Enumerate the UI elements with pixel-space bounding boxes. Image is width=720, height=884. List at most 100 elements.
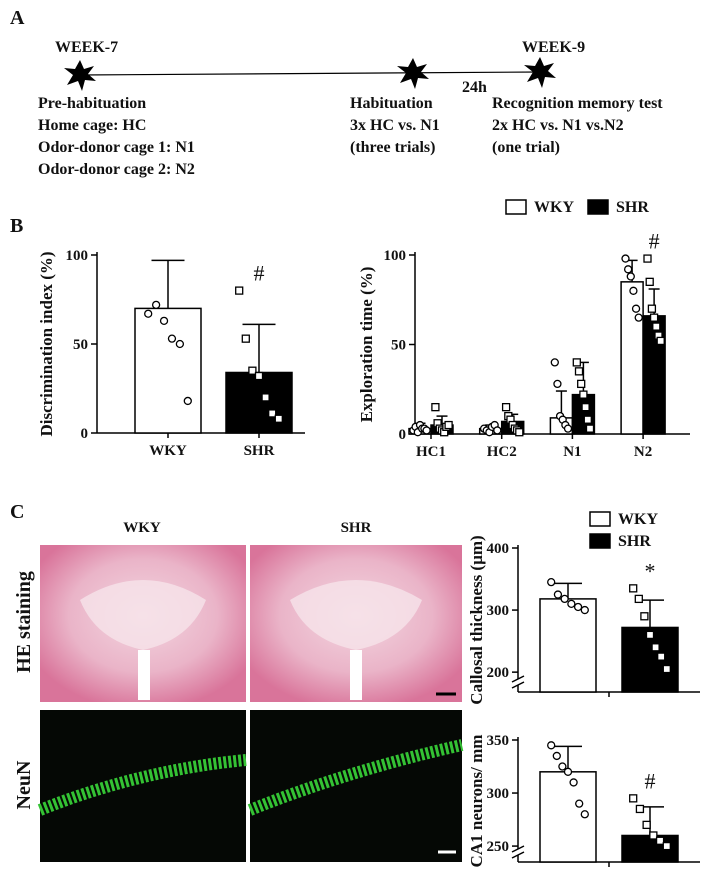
timeline-start: WEEK-7	[55, 39, 118, 56]
y-tick-label: 100	[384, 248, 407, 264]
y-tick-label: 0	[399, 427, 407, 443]
stage-text: Odor-donor cage 1: N1	[38, 139, 195, 156]
panel-label: B	[10, 215, 23, 237]
data-point	[572, 358, 581, 367]
data-point	[631, 304, 641, 313]
he-structure	[290, 580, 422, 650]
stage-text: 2x HC vs. N1 vs.N2	[492, 117, 624, 134]
stage-text: Recognition memory test	[492, 95, 663, 112]
timeline: WEEK-7 WEEK-9 24h Pre-habituation Home c…	[38, 39, 663, 178]
data-point	[635, 804, 645, 814]
neun-band	[37, 754, 247, 816]
data-point	[651, 643, 660, 652]
data-point	[547, 577, 556, 587]
y-tick-label: 50	[391, 338, 406, 354]
stage-text: (one trial)	[492, 139, 560, 156]
stage-text: (three trials)	[350, 139, 435, 156]
y-tick-label: 100	[66, 248, 89, 264]
neun-image	[250, 710, 462, 862]
data-point	[563, 767, 573, 776]
data-point	[248, 366, 257, 375]
data-point	[553, 379, 562, 389]
data-point	[151, 300, 161, 309]
data-point	[159, 316, 169, 326]
he-structure	[138, 650, 150, 700]
axis-break	[512, 849, 524, 855]
row-label: NeuN	[13, 760, 35, 809]
data-point	[623, 265, 633, 274]
data-point	[274, 414, 283, 423]
data-point	[585, 424, 595, 433]
data-point	[580, 605, 589, 615]
data-point	[493, 426, 502, 435]
data-point	[183, 396, 192, 406]
data-point	[662, 664, 671, 674]
data-point	[647, 304, 657, 313]
bar	[225, 371, 293, 434]
column-title: WKY	[123, 520, 161, 536]
data-point	[645, 277, 654, 287]
x-tick-label: N1	[563, 444, 581, 460]
y-tick-label: 300	[487, 603, 510, 619]
stage-text: 3x HC vs. N1	[350, 117, 440, 134]
annotation: #	[645, 768, 656, 793]
x-tick-label: N2	[634, 444, 652, 460]
data-point	[560, 594, 569, 604]
data-point	[655, 836, 665, 845]
data-point	[629, 286, 638, 295]
data-point	[558, 762, 567, 771]
data-point	[645, 630, 655, 640]
panel-label: A	[10, 7, 25, 29]
stage-text: Habituation	[350, 95, 433, 112]
legend-label: SHR	[616, 199, 649, 216]
y-tick-label: 350	[487, 733, 510, 749]
star	[524, 57, 556, 88]
x-tick-label: SHR	[244, 443, 275, 459]
data-point	[640, 612, 649, 621]
panel-label: C	[10, 501, 24, 523]
data-point	[629, 584, 638, 593]
data-point	[241, 334, 250, 343]
data-point	[634, 313, 643, 322]
legend-swatch	[589, 511, 611, 527]
data-point	[642, 820, 651, 830]
axis-break	[511, 681, 525, 689]
data-point	[563, 424, 573, 433]
stage-text: Home cage: HC	[38, 117, 146, 134]
data-point	[550, 358, 559, 367]
data-point	[652, 322, 661, 331]
y-axis-label: Exploration time (%)	[357, 267, 376, 423]
data-point	[573, 602, 583, 612]
legend-label: SHR	[618, 533, 651, 550]
data-point	[444, 420, 453, 430]
bar	[134, 307, 202, 434]
data-point	[580, 810, 589, 819]
data-point	[552, 751, 561, 761]
x-tick-label: HC2	[487, 444, 517, 460]
data-point	[662, 841, 671, 851]
timeline-line	[79, 71, 541, 76]
data-point	[515, 428, 524, 437]
data-point	[547, 741, 556, 750]
data-point	[575, 799, 584, 808]
data-point	[649, 313, 659, 322]
annotation: #	[649, 229, 660, 254]
y-axis-label: Callosal thickness (µm)	[467, 535, 486, 704]
annotation: *	[645, 558, 656, 583]
x-tick-label: HC1	[416, 444, 446, 460]
row-label: HE staining	[13, 571, 35, 673]
data-point	[167, 334, 177, 343]
legend-label: WKY	[618, 511, 658, 528]
data-point	[629, 794, 638, 803]
x-tick-label: WKY	[149, 443, 187, 459]
axis-break	[512, 679, 524, 685]
neun-image	[40, 710, 246, 862]
star	[64, 60, 96, 91]
data-point	[643, 254, 652, 263]
data-point	[634, 594, 643, 604]
axis-break	[511, 845, 525, 853]
data-point	[621, 254, 630, 263]
timeline-interval: 24h	[462, 79, 487, 96]
data-point	[431, 402, 440, 412]
